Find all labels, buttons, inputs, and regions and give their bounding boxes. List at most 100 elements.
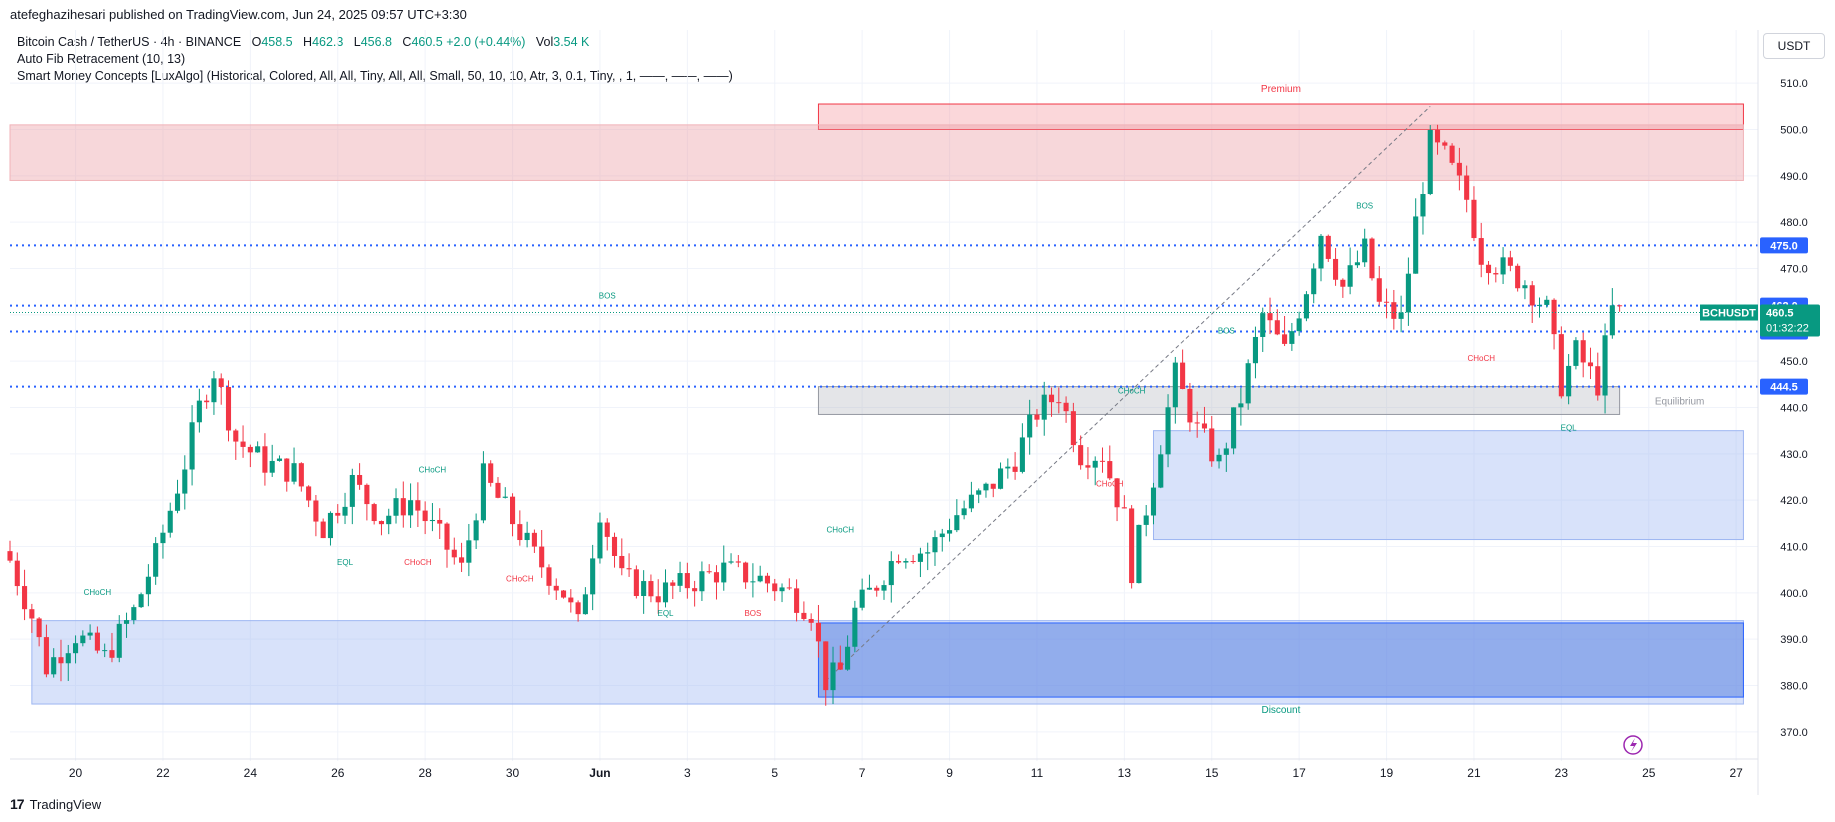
candle-body <box>437 519 443 524</box>
symbol-name[interactable]: Bitcoin Cash / TetherUS · 4h · BINANCE <box>17 35 242 49</box>
candle-body <box>1107 461 1113 479</box>
candle-body <box>444 523 450 550</box>
candle-body <box>204 400 210 403</box>
open-value: 458.5 <box>261 35 293 49</box>
y-tick-label: 430.0 <box>1780 449 1808 461</box>
candle-body <box>1085 465 1091 468</box>
candle-body <box>575 602 581 615</box>
structure-label: CHoCH <box>1096 479 1124 488</box>
x-tick-label: 15 <box>1205 766 1219 780</box>
candle-body <box>284 458 290 482</box>
candle-body <box>1485 264 1492 274</box>
candle-body <box>1041 394 1047 420</box>
candle-body <box>1464 175 1470 200</box>
candle-body <box>539 546 545 568</box>
countdown-label: 01:32:22 <box>1766 323 1809 335</box>
candle-body <box>1078 445 1084 466</box>
candle-body <box>306 486 312 501</box>
candle-body <box>830 662 836 691</box>
y-tick-label: 410.0 <box>1780 542 1808 554</box>
candle-body <box>182 469 188 494</box>
candle-body <box>1391 302 1397 319</box>
candle-body <box>109 650 115 658</box>
x-tick-label: 21 <box>1467 766 1481 780</box>
candle-body <box>1282 334 1288 344</box>
x-tick-label: 11 <box>1031 766 1044 780</box>
lightning-bolt-icon <box>1630 738 1637 752</box>
candle-body <box>1136 524 1142 584</box>
candle-body <box>1384 301 1390 303</box>
candle-body <box>917 553 923 562</box>
candle-body <box>335 512 341 516</box>
candle-body <box>524 532 530 541</box>
candle-body <box>429 519 435 522</box>
candle-body <box>786 587 792 589</box>
candle-body <box>546 567 552 586</box>
structure-label: BOS <box>1356 201 1373 210</box>
candle-body <box>772 583 778 592</box>
x-tick-label: 22 <box>156 766 170 780</box>
low-label: L <box>353 35 361 49</box>
candle-body <box>641 581 647 596</box>
candle-body <box>123 620 130 624</box>
candle-body <box>735 561 741 563</box>
candle-body <box>1005 466 1011 469</box>
structure-label: CHoCH <box>506 574 534 583</box>
candle-body <box>1369 238 1375 279</box>
symbol-tag-label: BCHUSDT <box>1702 308 1756 320</box>
candle-body <box>276 458 283 461</box>
candle-body <box>633 569 639 596</box>
candle-body <box>888 561 894 586</box>
indicator-smc[interactable]: Smart Money Concepts [LuxAlgo] (Historic… <box>17 69 733 83</box>
candle-body <box>189 422 195 470</box>
candle-body <box>1544 299 1550 305</box>
lightning-icon <box>1623 735 1643 755</box>
indicator-fib[interactable]: Auto Fib Retracement (10, 13) <box>17 52 186 66</box>
candle-body <box>517 524 523 541</box>
candle-body <box>371 504 377 522</box>
candle-body <box>1092 460 1098 468</box>
candle-body <box>1187 388 1193 423</box>
symbol-ohlc-row[interactable]: Bitcoin Cash / TetherUS · 4h · BINANCE O… <box>17 34 733 51</box>
tradingview-logo: 17 <box>10 796 25 812</box>
candle-body <box>1099 460 1106 462</box>
zone-label-premium: Premium <box>1261 84 1301 95</box>
candle-body <box>1194 422 1200 424</box>
candle-body <box>65 653 71 664</box>
candle-body <box>1609 305 1615 336</box>
currency-button[interactable]: USDT <box>1763 33 1825 59</box>
x-tick-label: 25 <box>1642 766 1656 780</box>
candle-body <box>1201 423 1208 429</box>
candle-body <box>488 463 494 483</box>
y-tick-label: 440.0 <box>1780 403 1808 415</box>
candle-body <box>896 561 902 563</box>
candle-body <box>925 552 931 554</box>
candle-body <box>1289 331 1295 344</box>
candle-body <box>1129 508 1135 584</box>
candle-body <box>269 460 275 473</box>
candle-body <box>1180 362 1186 389</box>
candle-body <box>502 496 508 498</box>
candle-body <box>837 662 843 670</box>
candle-body <box>255 446 261 453</box>
candle-body <box>1209 428 1215 462</box>
candle-body <box>677 573 683 586</box>
candle-body <box>582 594 588 615</box>
y-tick-label: 480.0 <box>1780 217 1808 229</box>
x-tick-label: Jun <box>589 766 610 780</box>
zone-discount <box>817 622 1744 698</box>
candle-body <box>1456 162 1462 176</box>
x-tick-label: 28 <box>418 766 432 780</box>
candle-body <box>692 588 698 592</box>
candle-body <box>1165 407 1171 455</box>
candle-body <box>1471 199 1477 239</box>
candle-body <box>466 540 472 563</box>
candle-body <box>910 561 916 563</box>
candle-body <box>1143 515 1149 525</box>
x-tick-label: 26 <box>331 766 345 780</box>
tradingview-brand[interactable]: 17 TradingView <box>10 796 101 812</box>
candle-body <box>102 650 108 652</box>
structure-label: CHoCH <box>84 588 112 597</box>
candle-body <box>1063 402 1069 412</box>
